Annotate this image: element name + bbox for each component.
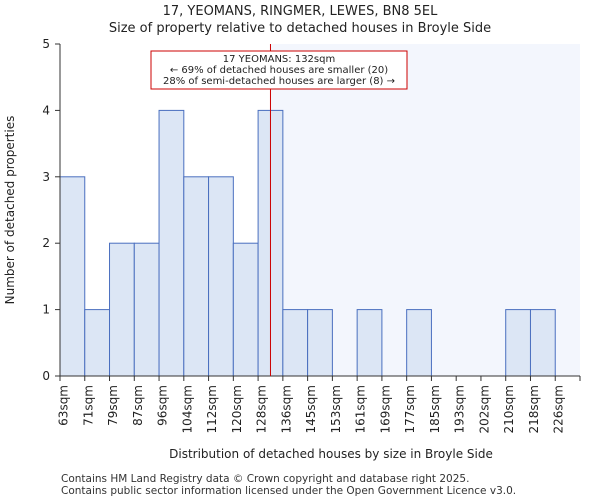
bar-145sqm <box>307 309 333 377</box>
bar-177sqm <box>406 309 432 377</box>
bar-136sqm <box>282 309 309 377</box>
x-tick-label: 218sqm <box>527 385 541 433</box>
x-tick-label: 112sqm <box>205 385 219 433</box>
y-tick-label: 2 <box>42 236 50 250</box>
y-tick-label: 4 <box>42 103 50 117</box>
x-tick-label: 153sqm <box>329 385 343 433</box>
x-tick-label: 136sqm <box>279 385 293 433</box>
bar-210sqm <box>505 309 531 377</box>
bar-96sqm <box>158 109 185 377</box>
x-tick-label: 87sqm <box>131 385 145 426</box>
y-tick-label: 3 <box>42 170 50 184</box>
y-axis-label: Number of detached properties <box>3 116 17 305</box>
bar-63sqm <box>59 176 86 377</box>
bar-112sqm <box>208 176 234 377</box>
bar-87sqm <box>133 242 160 377</box>
annotation-line-3: 28% of semi-detached houses are larger (… <box>163 76 395 87</box>
x-tick-label: 120sqm <box>230 385 244 433</box>
bar-79sqm <box>109 242 135 377</box>
chart-title: 17, YEOMANS, RINGMER, LEWES, BN8 5EL <box>162 4 438 19</box>
x-tick-label: 193sqm <box>453 385 467 433</box>
bar-161sqm <box>356 309 383 377</box>
annotation-line-1: 17 YEOMANS: 132sqm <box>223 54 335 65</box>
x-tick-label: 96sqm <box>156 385 170 426</box>
x-tick-label: 202sqm <box>477 385 491 433</box>
footer-line-2: Contains public sector information licen… <box>61 485 517 497</box>
bar-120sqm <box>232 242 259 377</box>
x-tick-label: 226sqm <box>552 385 566 433</box>
x-tick-label: 185sqm <box>428 385 442 433</box>
bar-71sqm <box>84 309 111 377</box>
x-tick-label: 161sqm <box>354 385 368 433</box>
x-tick-label: 71sqm <box>81 385 95 426</box>
x-tick-label: 79sqm <box>106 385 120 426</box>
x-tick-label: 169sqm <box>378 385 392 433</box>
x-axis-label: Distribution of detached houses by size … <box>169 447 493 461</box>
x-tick-label: 145sqm <box>304 385 318 433</box>
x-tick-label: 177sqm <box>403 385 417 433</box>
chart-subtitle: Size of property relative to detached ho… <box>108 21 492 36</box>
y-tick-label: 0 <box>42 369 50 383</box>
x-tick-label: 104sqm <box>180 385 194 433</box>
y-tick-label: 1 <box>42 303 50 317</box>
x-tick-label: 210sqm <box>502 385 516 433</box>
footer-line-1: Contains HM Land Registry data © Crown c… <box>61 473 470 485</box>
bar-218sqm <box>529 309 556 377</box>
x-tick-label: 128sqm <box>255 385 269 433</box>
annotation-box <box>150 50 408 90</box>
annotation-line-2: ← 69% of detached houses are smaller (20… <box>170 65 388 76</box>
y-tick-label: 5 <box>42 37 50 51</box>
x-tick-label: 63sqm <box>57 385 71 426</box>
histogram-chart: 0 1 2 3 4 5 63sqm 71sqm 79sqm 87sqm 96sqm 104sqm 112… <box>3 37 581 461</box>
bar-104sqm <box>183 176 210 377</box>
